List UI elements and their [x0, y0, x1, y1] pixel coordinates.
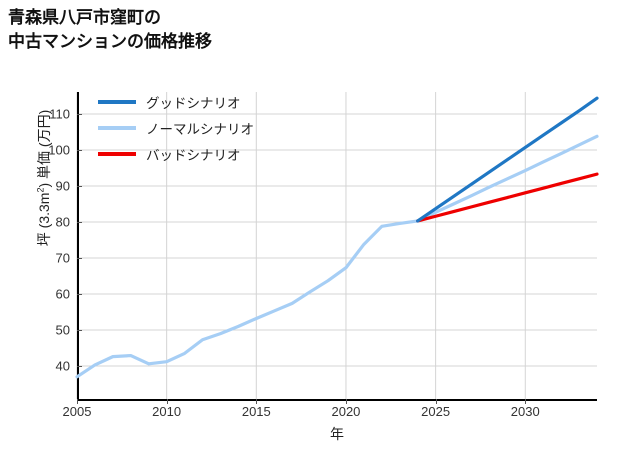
legend-label: グッドシナリオ [146, 95, 241, 111]
y-tick-label: 70 [55, 250, 70, 266]
x-tick-mark [435, 399, 437, 404]
legend-label: ノーマルシナリオ [146, 121, 254, 137]
y-tick-mark [77, 294, 82, 295]
x-axis-ticks: 2005 2010 2015 2020 2025 2030 [0, 404, 621, 424]
legend-swatch-icon [98, 125, 136, 130]
x-tick-mark [77, 399, 78, 404]
x-tick-label: 2015 [241, 404, 271, 419]
x-tick-mark [256, 399, 258, 404]
y-tick-mark [77, 258, 82, 259]
legend-swatch-icon [98, 151, 136, 156]
y-tick-mark [77, 330, 82, 331]
y-axis-label-main: 坪 (3.3m [36, 192, 52, 247]
y-axis-label-superscript: 2 [35, 187, 46, 193]
y-axis-ticks: 110 100 90 80 70 60 50 40 [26, 92, 70, 400]
y-axis-label: 坪 (3.3m2) 単価 (万円) [34, 38, 54, 318]
y-tick-mark [77, 222, 82, 223]
legend-label: バッドシナリオ [146, 147, 241, 163]
legend-item-good[interactable]: グッドシナリオ [98, 93, 254, 111]
y-tick-mark [77, 150, 82, 151]
x-tick-mark [166, 399, 168, 404]
y-tick-label: 110 [49, 106, 70, 122]
y-tick-label: 60 [55, 286, 70, 302]
legend-item-normal[interactable]: ノーマルシナリオ [98, 119, 254, 137]
y-axis-line [77, 92, 79, 401]
y-tick-label: 100 [48, 142, 70, 158]
y-tick-label: 50 [55, 322, 70, 338]
x-tick-label: 2010 [152, 404, 182, 419]
y-tick-mark [77, 366, 82, 367]
y-axis-label-tail: ) 単価 (万円) [36, 109, 52, 188]
y-tick-label: 40 [55, 358, 70, 374]
chart-title: 青森県八戸市窪町の 中古マンションの価格推移 [8, 8, 212, 52]
y-tick-label: 90 [55, 178, 70, 194]
x-tick-label: 2025 [421, 404, 451, 419]
chart-legend: グッドシナリオ ノーマルシナリオ バッドシナリオ [98, 93, 254, 163]
x-axis-label: 年 [330, 426, 344, 442]
x-tick-mark [525, 399, 527, 404]
y-tick-mark [77, 114, 82, 115]
y-tick-label: 80 [55, 214, 70, 230]
x-tick-label: 2030 [510, 404, 540, 419]
legend-item-bad[interactable]: バッドシナリオ [98, 145, 254, 163]
x-tick-mark [345, 399, 347, 404]
x-tick-label: 2005 [62, 404, 92, 419]
legend-swatch-icon [98, 99, 136, 104]
y-tick-mark [77, 186, 82, 187]
x-tick-label: 2020 [331, 404, 361, 419]
x-axis-line [77, 399, 597, 401]
